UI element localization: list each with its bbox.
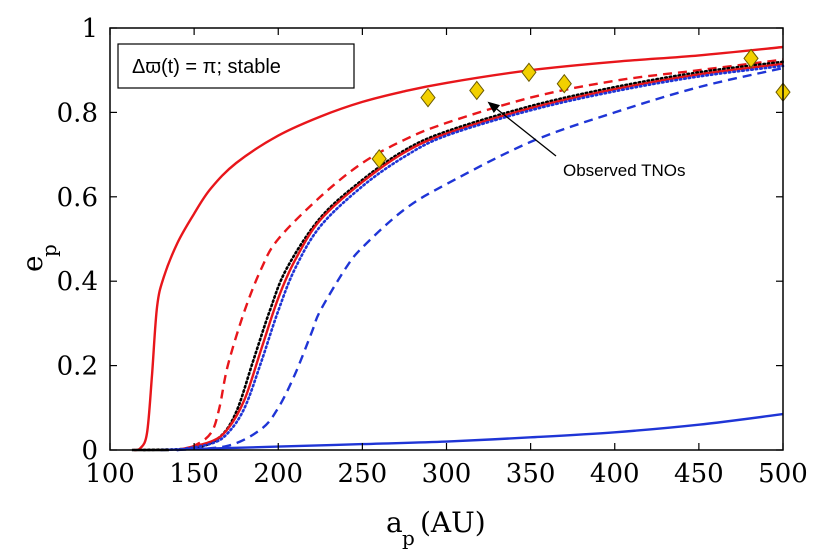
series-red-solid-upper [133, 45, 784, 452]
tno-diamond-marker [521, 62, 537, 83]
tno-diamond-marker [371, 149, 387, 169]
tno-diamond-marker [556, 73, 572, 94]
x-tick-label: 300 [422, 459, 472, 489]
series-blue-solid-lower [160, 412, 784, 452]
y-tick-label: 0.8 [57, 98, 98, 128]
annotation: Observed TNOs [487, 101, 686, 180]
y-tick-label: 1 [81, 14, 98, 44]
legend-box: Δϖ(t) = π; stable [117, 43, 355, 89]
y-axis-label: e p [16, 244, 61, 272]
x-tick-label: 350 [506, 459, 556, 489]
x-axis-label-sub: p [402, 526, 415, 550]
series-red-solid-middle [177, 62, 784, 452]
x-axis-label-unit: (AU) [420, 506, 486, 539]
x-tick-label: 150 [169, 459, 219, 489]
y-tick-label: 0.4 [57, 267, 98, 297]
annotation-arrow-line [496, 108, 557, 157]
series-layer [131, 45, 785, 452]
series-blue-dashed [177, 66, 784, 452]
x-tick-label: 200 [253, 459, 303, 489]
series-blue-dotted [176, 64, 785, 452]
plot-area [110, 28, 783, 450]
y-tick-label: 0.2 [57, 352, 98, 382]
points-layer [371, 48, 791, 169]
x-tick-label: 100 [85, 459, 135, 489]
ticks-layer: 100 150 200 250 300 350 400 450 500 0 0.2 0.4 0.6 0.8… [57, 14, 808, 489]
annotation-label: Observed TNOs [563, 161, 686, 180]
tno-diamond-marker [743, 48, 759, 69]
y-axis-label-main: e [16, 255, 49, 272]
x-tick-label: 500 [758, 459, 808, 489]
legend-frame [117, 43, 355, 89]
tno-diamond-marker [469, 80, 485, 101]
x-tick-label: 400 [590, 459, 640, 489]
legend-label: Δϖ(t) = π; stable [132, 56, 281, 78]
y-axis-label-sub: p [37, 244, 61, 257]
y-tick-label: 0.6 [57, 183, 98, 213]
plot-background [110, 28, 783, 450]
y-tick-label: 0 [81, 436, 98, 466]
annotation-arrow-head [487, 101, 501, 114]
x-axis-label: a p (AU) [386, 506, 486, 550]
tno-diamond-marker [420, 87, 436, 108]
x-tick-label: 250 [338, 459, 388, 489]
x-tick-label: 450 [674, 459, 724, 489]
series-red-dashed [177, 58, 784, 452]
x-axis-label-main: a [386, 506, 403, 539]
